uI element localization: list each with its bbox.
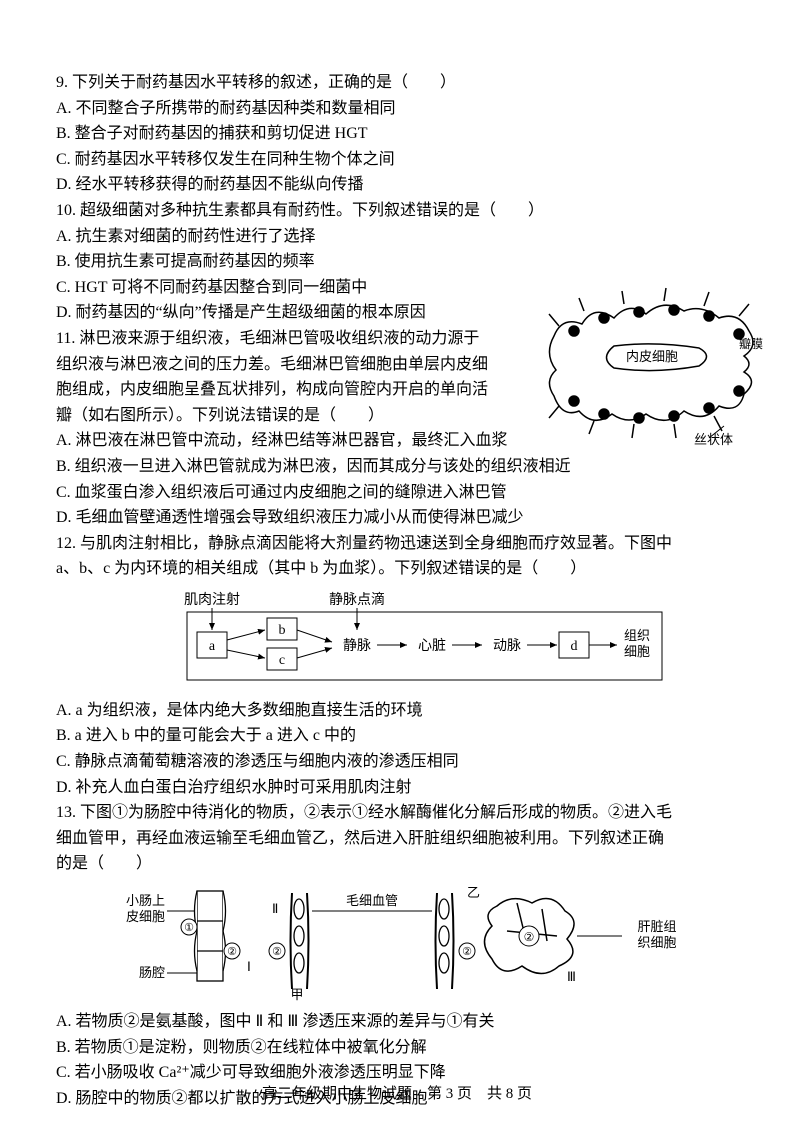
q10-opt-a: A. 抗生素对细菌的耐药性进行了选择 — [56, 224, 738, 250]
circled-1a: ① — [184, 922, 194, 934]
q12-opt-d: D. 补充人血白蛋白治疗组织水肿时可采用肌肉注射 — [56, 775, 738, 801]
label-III: Ⅲ — [567, 969, 576, 984]
box-c: c — [279, 653, 285, 668]
q9-stem: 9. 下列关于耐药基因水平转移的叙述，正确的是（ ） — [56, 70, 738, 96]
q9-opt-d: D. 经水平转移获得的耐药基因不能纵向传播 — [56, 172, 738, 198]
endothelial-diagram: 内皮细胞 瓣膜 丝状体 — [544, 286, 764, 446]
box-b: b — [279, 623, 286, 638]
label-neipi: 内皮细胞 — [626, 349, 678, 364]
q13-stem-3: 的是（ ） — [56, 851, 738, 877]
q10-stem: 10. 超级细菌对多种抗生素都具有耐药性。下列叙述错误的是（ ） — [56, 198, 738, 224]
label-iv-drip: 静脉点滴 — [329, 591, 385, 608]
label-lumen: 肠腔 — [139, 965, 165, 980]
label-artery: 动脉 — [493, 638, 521, 654]
q13-opt-b: B. 若物质①是淀粉，则物质②在线粒体中被氧化分解 — [56, 1035, 738, 1061]
q12-opt-b: B. a 进入 b 中的量可能会大于 a 进入 c 中的 — [56, 723, 738, 749]
label-epi2: 皮细胞 — [126, 909, 165, 924]
q11-opt-d: D. 毛细血管壁通透性增强会导致组织液压力减小从而使得淋巴减少 — [56, 505, 738, 531]
label-flap: 瓣膜 — [739, 337, 763, 351]
q11-opt-c: C. 血浆蛋白渗入组织液后可通过内皮细胞之间的缝隙进入淋巴管 — [56, 480, 738, 506]
label-II: Ⅱ — [272, 901, 278, 916]
q12-opt-c: C. 静脉点滴葡萄糖溶液的渗透压与细胞内液的渗透压相同 — [56, 749, 738, 775]
q12-stem-1: 12. 与肌肉注射相比，静脉点滴因能将大剂量药物迅速送到全身细胞而疗效显著。下图… — [56, 531, 738, 557]
label-liver1: 肝脏组 — [637, 919, 676, 934]
label-tissue1: 组织 — [624, 628, 650, 643]
q12-stem-2: a、b、c 为内环境的相关组成（其中 b 为血浆）。下列叙述错误的是（ ） — [56, 556, 738, 582]
label-vein: 静脉 — [343, 638, 371, 654]
q9-stem-text: 9. 下列关于耐药基因水平转移的叙述，正确的是（ ） — [56, 74, 456, 91]
page-footer: 高二年级期中生物试题 第 3 页 共 8 页 — [0, 1082, 794, 1106]
q13-stem-1: 13. 下图①为肠腔中待消化的物质，②表示①经水解酶催化分解后形成的物质。②进入… — [56, 800, 738, 826]
q9-opt-a: A. 不同整合子所携带的耐药基因种类和数量相同 — [56, 96, 738, 122]
label-filament: 丝状体 — [694, 432, 733, 446]
flow-diagram: 肌肉注射 静脉点滴 a b c 静脉 心脏 动脉 d 组织 细胞 — [127, 590, 667, 690]
label-capillary: 毛细血管 — [346, 893, 398, 908]
label-yi: 乙 — [467, 885, 480, 900]
label-jia: 甲 — [290, 987, 303, 1001]
circled-2b: ② — [272, 946, 282, 958]
q9-opt-c: C. 耐药基因水平转移仅发生在同种生物个体之间 — [56, 147, 738, 173]
circled-2c: ② — [462, 946, 472, 958]
q11-opt-b: B. 组织液一旦进入淋巴管就成为淋巴液，因而其成分与该处的组织液相近 — [56, 454, 738, 480]
label-tissue2: 细胞 — [624, 644, 650, 659]
intestine-liver-diagram: 小肠上 皮细胞 肠腔 ① ② Ⅰ Ⅱ ② 甲 — [97, 881, 697, 1001]
q13-opt-a: A. 若物质②是氨基酸，图中 Ⅱ 和 Ⅲ 渗透压来源的差异与①有关 — [56, 1009, 738, 1035]
label-heart: 心脏 — [418, 638, 446, 654]
q12-opt-a: A. a 为组织液，是体内绝大多数细胞直接生活的环境 — [56, 698, 738, 724]
label-I: Ⅰ — [247, 959, 251, 974]
circled-2a: ② — [227, 946, 237, 958]
q9-opt-b: B. 整合子对耐药基因的捕获和剪切促进 HGT — [56, 121, 738, 147]
circled-2d: ② — [524, 930, 535, 944]
q13-stem-2: 细血管甲，再经血液运输至毛细血管乙，然后进入肝脏组织细胞被利用。下列叙述正确 — [56, 826, 738, 852]
label-liver2: 织细胞 — [637, 935, 676, 950]
label-muscle-inject: 肌肉注射 — [184, 592, 240, 608]
exam-page: 9. 下列关于耐药基因水平转移的叙述，正确的是（ ） A. 不同整合子所携带的耐… — [0, 0, 794, 1124]
box-d: d — [571, 639, 578, 654]
box-a: a — [209, 639, 216, 654]
q10-opt-b: B. 使用抗生素可提高耐药基因的频率 — [56, 249, 738, 275]
label-epi1: 小肠上 — [126, 893, 165, 908]
